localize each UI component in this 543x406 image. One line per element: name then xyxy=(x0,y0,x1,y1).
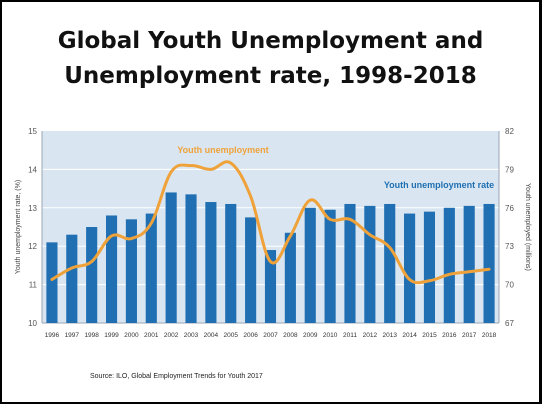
bar xyxy=(324,209,336,323)
bar xyxy=(423,211,436,323)
bar xyxy=(185,194,197,323)
x-tick-label: 1997 xyxy=(65,332,80,339)
bar xyxy=(463,205,475,323)
y-left-tick-label: 10 xyxy=(28,319,37,328)
x-tick-label: 2012 xyxy=(363,332,378,339)
x-tick-label: 1996 xyxy=(45,332,60,339)
series-label-youth-unemployment-rate: Youth unemployment rate xyxy=(384,180,494,190)
x-tick-label: 2002 xyxy=(164,332,179,339)
y-left-axis-title: Youth unemployment rate, (%) xyxy=(15,180,22,274)
chart-title-line-1: Global Youth Unemployment and xyxy=(57,28,484,54)
y-right-tick-label: 82 xyxy=(505,127,514,136)
bar xyxy=(205,202,217,323)
bar xyxy=(264,250,277,323)
y-left-tick-label: 13 xyxy=(28,204,37,213)
y-right-axis-title: Youth unemployed (millions) xyxy=(524,183,531,271)
y-left-tick-label: 11 xyxy=(29,281,38,290)
bar xyxy=(245,217,257,323)
chart-title: Global Youth Unemployment and Unemployme… xyxy=(2,24,539,94)
x-tick-label: 2005 xyxy=(224,332,239,339)
bar xyxy=(225,203,237,323)
combo-chart: 10 11 12 13 14 15 67 70 73 76 79 82 1996 1997 1998 1999… xyxy=(15,127,531,339)
bar xyxy=(105,215,118,323)
series-label-youth-unemployment: Youth unemployment xyxy=(177,145,268,155)
y-right-tick-label: 76 xyxy=(505,204,514,213)
x-tick-label: 2015 xyxy=(422,332,437,339)
x-tick-label: 2014 xyxy=(402,332,417,339)
bar xyxy=(284,232,296,323)
chart-title-line-2: Unemployment rate, 1998-2018 xyxy=(64,63,477,89)
bar xyxy=(304,207,316,323)
y-right-tick-label: 79 xyxy=(505,165,514,174)
bar xyxy=(344,203,356,323)
bar xyxy=(86,227,98,323)
y-left-tick-label: 12 xyxy=(28,242,37,251)
y-right-tick-label: 67 xyxy=(505,319,514,328)
bar xyxy=(404,213,416,323)
bar xyxy=(364,205,376,323)
bar xyxy=(483,203,495,323)
x-tick-label: 2018 xyxy=(482,332,497,339)
bar xyxy=(66,234,78,323)
source-note: Source: ILO, Global Employment Trends fo… xyxy=(90,373,263,380)
x-tick-label: 2016 xyxy=(442,332,457,339)
x-tick-label: 2007 xyxy=(263,332,278,339)
x-tick-label: 2003 xyxy=(184,332,199,339)
x-tick-label: 2013 xyxy=(382,332,397,339)
x-tick-label: 2009 xyxy=(303,332,318,339)
youth-unemployment-line xyxy=(50,160,491,285)
bar xyxy=(145,213,157,323)
x-tick-label: 2006 xyxy=(243,332,258,339)
x-tick-label: 2008 xyxy=(283,332,298,339)
x-tick-label: 2000 xyxy=(124,332,139,339)
x-tick-label: 1998 xyxy=(84,332,99,339)
y-left-tick-label: 15 xyxy=(28,127,37,136)
x-tick-label: 2004 xyxy=(204,332,219,339)
bar xyxy=(165,192,177,323)
x-tick-label: 2001 xyxy=(144,332,159,339)
bar xyxy=(125,219,137,323)
x-tick-label: 2011 xyxy=(343,332,357,339)
bar xyxy=(443,207,455,323)
x-tick-label: 2017 xyxy=(462,332,477,339)
x-tick-label: 1999 xyxy=(104,332,119,339)
bar xyxy=(46,242,58,323)
y-right-tick-label: 70 xyxy=(505,281,514,290)
x-tick-label: 2010 xyxy=(323,332,338,339)
y-right-tick-label: 73 xyxy=(505,242,514,251)
y-left-tick-label: 14 xyxy=(28,165,37,174)
bar xyxy=(384,203,396,323)
